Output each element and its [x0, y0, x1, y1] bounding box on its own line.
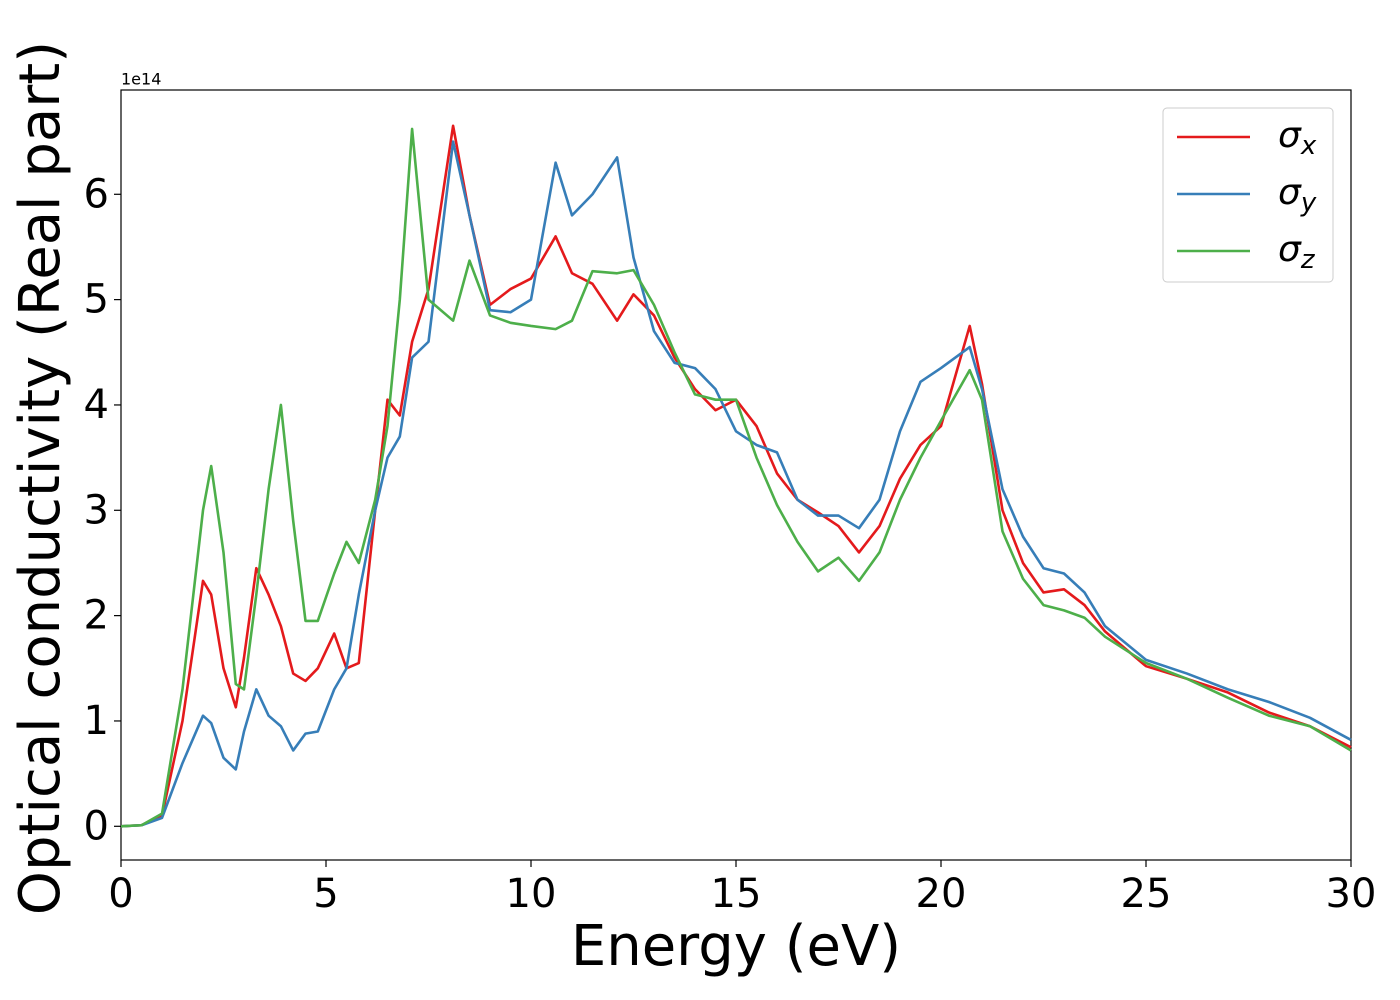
y-tick-label: 1 — [84, 698, 109, 744]
y-tick-label: 3 — [84, 487, 109, 533]
x-tick-label: 20 — [916, 871, 967, 917]
series-line — [120, 140, 1352, 828]
y-offset-label: 1e14 — [121, 70, 161, 89]
y-tick-label: 4 — [84, 382, 109, 428]
legend-label: σy — [1278, 172, 1317, 218]
legend-label: σz — [1278, 229, 1316, 275]
x-tick-label: 25 — [1121, 871, 1172, 917]
series-line — [120, 124, 1352, 828]
x-tick-label: 10 — [506, 871, 557, 917]
x-tick-label: 15 — [711, 871, 762, 917]
y-tick-label: 2 — [84, 593, 109, 639]
x-tick-label: 30 — [1326, 871, 1377, 917]
y-tick-label: 0 — [84, 803, 109, 849]
y-tick-label: 5 — [84, 277, 109, 323]
y-axis-label: Optical conductivity (Real part) — [8, 41, 73, 915]
series-line — [120, 127, 1352, 828]
x-axis-label: Energy (eV) — [571, 914, 901, 979]
legend: σx σy σz — [1162, 107, 1334, 283]
y-tick-label: 6 — [84, 171, 109, 217]
legend-label: σx — [1278, 115, 1317, 161]
x-tick-label: 0 — [108, 871, 133, 917]
x-tick-label: 5 — [313, 871, 338, 917]
